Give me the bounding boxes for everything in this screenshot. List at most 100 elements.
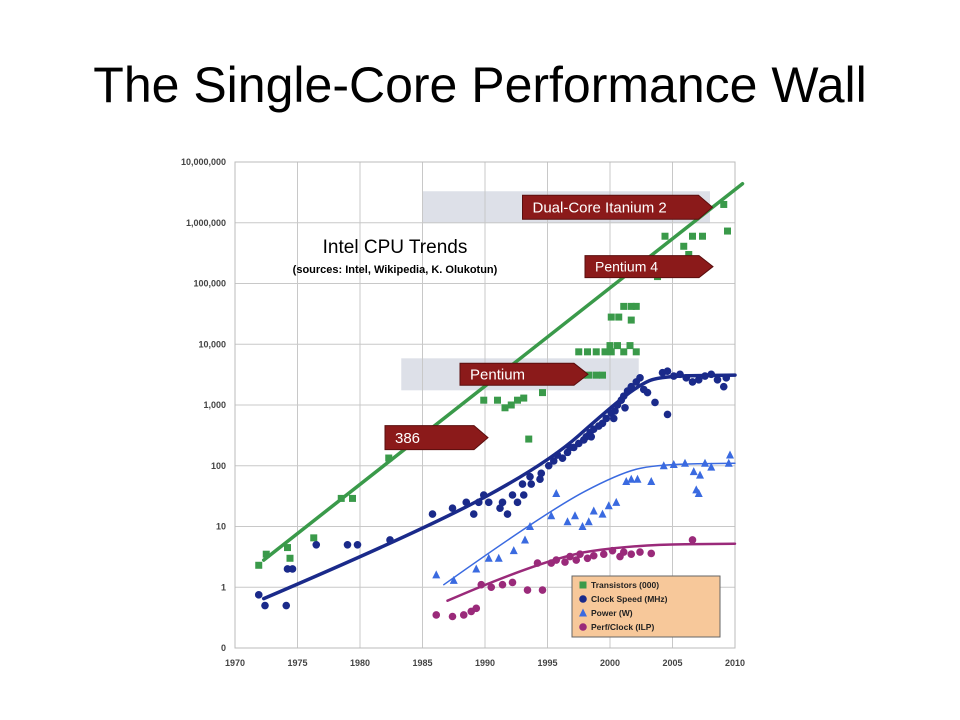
data-point-clock [544, 461, 553, 470]
data-point-transistors [661, 232, 669, 240]
data-point-power [659, 461, 668, 470]
data-point-power [694, 488, 703, 497]
data-point-power [552, 488, 561, 497]
data-point-transistors [286, 554, 294, 562]
data-point-perf [498, 580, 507, 589]
data-point-power [521, 535, 529, 544]
data-point-clock [428, 510, 437, 518]
x-tick-label: 1995 [537, 658, 557, 668]
data-point-transistors [607, 313, 615, 321]
data-point-clock [682, 374, 691, 382]
data-point-clock [663, 367, 672, 376]
trend-line-perf [446, 542, 737, 602]
data-point-clock [527, 480, 536, 488]
data-point-power [701, 458, 709, 467]
data-point-clock [448, 504, 457, 513]
data-point-transistors [620, 348, 628, 356]
data-point-transistors [620, 302, 628, 310]
data-point-perf [566, 552, 574, 561]
y-tick-label: 100 [211, 461, 226, 471]
data-point-transistors [501, 404, 509, 412]
legend-label: Perf/Clock (ILP) [591, 622, 654, 632]
data-point-power [571, 511, 579, 520]
legend-marker-transistors [579, 581, 587, 589]
data-point-clock [526, 472, 534, 481]
data-point-clock [611, 407, 619, 415]
data-point-clock [537, 469, 546, 478]
x-tick-label: 1990 [475, 658, 495, 668]
legend-box [571, 575, 721, 638]
data-point-perf [533, 559, 542, 567]
data-point-perf [616, 552, 624, 561]
data-point-power [563, 517, 572, 526]
legend-label: Power (W) [591, 608, 633, 618]
data-point-clock [518, 480, 527, 488]
data-point-perf [647, 549, 656, 558]
data-point-transistors [724, 227, 731, 235]
data-point-clock [386, 536, 394, 544]
data-point-clock [282, 601, 291, 610]
data-point-transistors [539, 389, 546, 397]
data-point-perf [432, 611, 441, 619]
data-point-clock [713, 375, 722, 384]
data-point-clock [474, 498, 483, 507]
x-tick-label: 2005 [662, 658, 682, 668]
annotation-arrow-shape [522, 194, 714, 220]
data-point-clock [479, 491, 488, 499]
trend-line-clock [261, 373, 737, 601]
axis-ticks: 1970 1975 1980 1985 1990 1995 2000 2005 2010 0 1 10… [181, 157, 745, 668]
data-point-transistors [599, 371, 606, 379]
data-point-transistors [614, 342, 621, 350]
data-point-power [627, 474, 636, 483]
data-point-perf [576, 550, 584, 558]
data-point-clock [484, 498, 493, 507]
data-point-power [598, 509, 607, 518]
data-point-power [449, 575, 458, 584]
data-point-perf [627, 550, 636, 558]
chart-title: Intel CPU Trends [323, 237, 468, 258]
data-point-power [604, 501, 613, 510]
data-point-power [578, 522, 587, 530]
y-tick-label: 10,000 [198, 339, 226, 349]
data-point-transistors [507, 401, 515, 409]
data-point-clock [602, 414, 611, 423]
annotation-arrow-shape [384, 425, 489, 451]
data-point-power [647, 477, 656, 486]
data-point-clock [688, 378, 697, 386]
data-point-clock [312, 540, 321, 549]
data-point-clock [353, 540, 362, 549]
annotation-tag-0: Dual-Core Itanium 2 [522, 194, 714, 220]
data-point-clock [469, 510, 478, 518]
data-point-transistors [720, 200, 728, 208]
data-point-power [633, 474, 642, 483]
data-point-transistors [514, 396, 521, 404]
data-point-clock [627, 382, 636, 391]
legend: Transistors (000) Clock Speed (MHz) Power … [571, 575, 721, 638]
y-tick-label: 10 [216, 522, 226, 532]
data-point-transistors [584, 348, 591, 356]
data-point-perf [552, 556, 561, 564]
data-point-transistors [385, 454, 393, 462]
legend-label: Clock Speed (MHz) [591, 594, 668, 604]
data-point-clock [549, 457, 558, 465]
data-point-clock [254, 591, 263, 599]
data-point-clock [343, 540, 352, 549]
data-point-transistors [689, 232, 696, 240]
data-point-transistors [680, 242, 688, 250]
data-point-transistors [310, 534, 318, 542]
annotation-arrow-shape [584, 255, 714, 279]
data-point-clock [621, 403, 629, 412]
data-point-transistors [632, 348, 640, 356]
data-point-perf [561, 558, 569, 566]
chart-subtitle: (sources: Intel, Wikipedia, K. Olukotun) [293, 264, 498, 276]
data-point-clock [508, 491, 517, 499]
data-point-clock [639, 385, 648, 394]
slide-title: The Single-Core Performance Wall [93, 57, 867, 113]
data-point-power [432, 570, 441, 579]
data-point-perf [459, 611, 468, 619]
data-point-transistors [615, 313, 623, 321]
data-point-clock [261, 601, 269, 610]
data-point-power [707, 462, 716, 471]
data-point-clock [636, 374, 644, 382]
